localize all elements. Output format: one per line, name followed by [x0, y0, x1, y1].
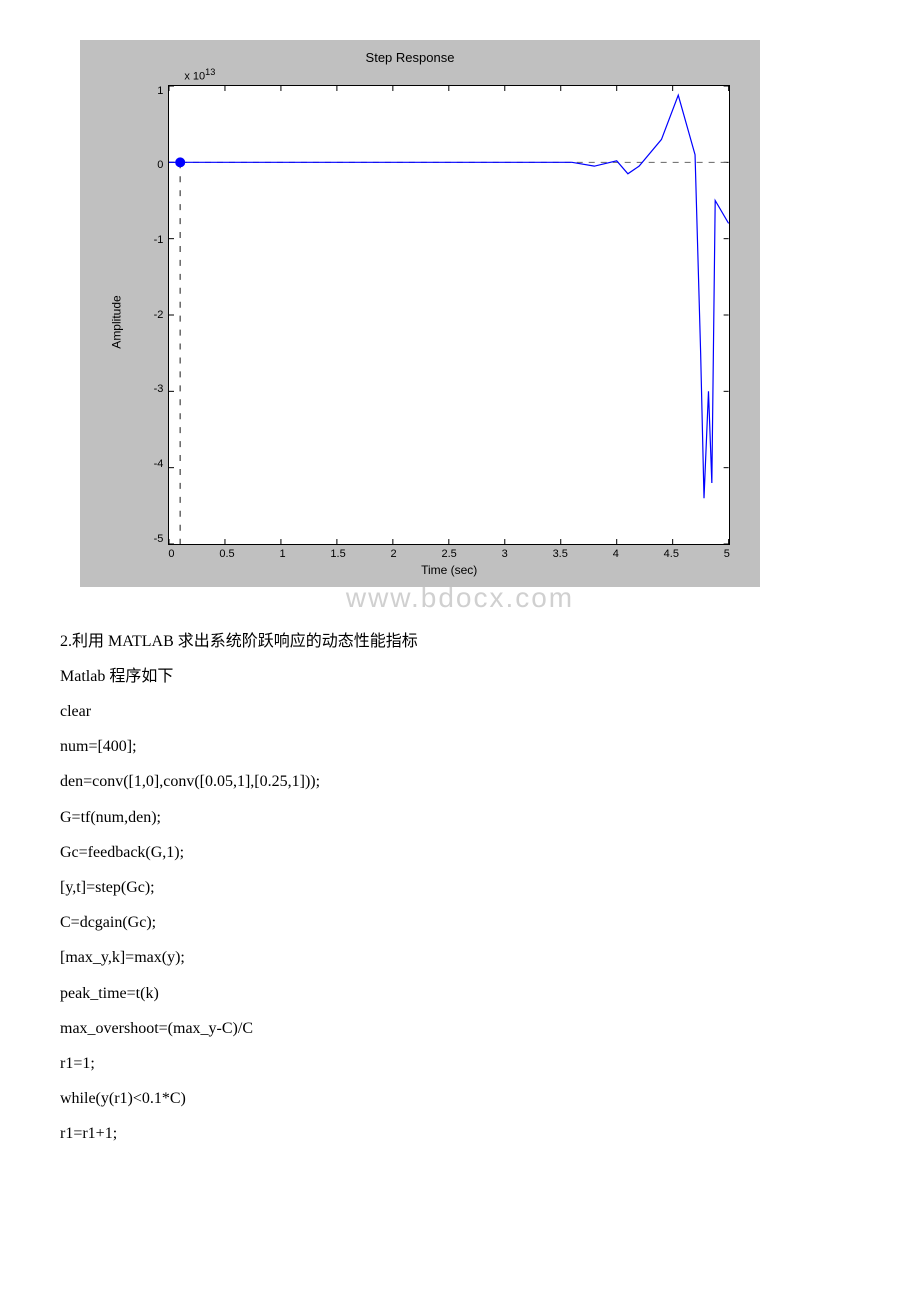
xtick: 5	[724, 548, 730, 560]
ylabel-wrap: Amplitude	[90, 67, 148, 577]
code-line: num=[400];	[60, 729, 860, 764]
code-line: peak_time=t(k)	[60, 976, 860, 1011]
xtick: 4	[613, 548, 619, 560]
xtick: 0.5	[219, 548, 234, 560]
ytick: -1	[148, 234, 163, 246]
step-response-chart: Step Response Amplitude x 1013 1 0 -1 -2…	[80, 40, 760, 587]
watermark: www.bdocx.com	[60, 582, 860, 614]
ytick: -5	[148, 533, 163, 545]
ytick: 1	[148, 85, 163, 97]
ylabel: Amplitude	[110, 295, 124, 348]
code-line: while(y(r1)<0.1*C)	[60, 1081, 860, 1116]
code-line: G=tf(num,den);	[60, 800, 860, 835]
ytick: -2	[148, 309, 163, 321]
xtick: 1.5	[330, 548, 345, 560]
code-line: C=dcgain(Gc);	[60, 905, 860, 940]
code-line: [max_y,k]=max(y);	[60, 940, 860, 975]
code-line: r1=1;	[60, 1046, 860, 1081]
plot-area: 1 0 -1 -2 -3 -4 -5	[148, 85, 730, 545]
chart-inner: Amplitude x 1013 1 0 -1 -2 -3 -4 -5	[90, 67, 730, 577]
xlabel: Time (sec)	[168, 563, 730, 577]
xtick: 3.5	[553, 548, 568, 560]
chart-svg	[168, 85, 730, 545]
code-line: den=conv([1,0],conv([0.05,1],[0.25,1]));	[60, 764, 860, 799]
xtick: 0	[168, 548, 174, 560]
text-line: Matlab 程序如下	[60, 659, 860, 694]
xtick: 2	[391, 548, 397, 560]
code-line: r1=r1+1;	[60, 1116, 860, 1151]
xtick: 3	[502, 548, 508, 560]
xtick: 2.5	[441, 548, 456, 560]
code-line: [y,t]=step(Gc);	[60, 870, 860, 905]
y-exponent: x 1013	[184, 67, 730, 83]
text-line: 2.利用 MATLAB 求出系统阶跃响应的动态性能指标	[60, 624, 860, 659]
xtick: 1	[279, 548, 285, 560]
yticks: 1 0 -1 -2 -3 -4 -5	[148, 85, 168, 545]
chart-title: Step Response	[90, 50, 730, 65]
ytick: -4	[148, 458, 163, 470]
ytick: 0	[148, 159, 163, 171]
document-text: 2.利用 MATLAB 求出系统阶跃响应的动态性能指标 Matlab 程序如下 …	[60, 624, 860, 1152]
xtick: 4.5	[664, 548, 679, 560]
ytick: -3	[148, 383, 163, 395]
code-line: Gc=feedback(G,1);	[60, 835, 860, 870]
code-line: max_overshoot=(max_y-C)/C	[60, 1011, 860, 1046]
xticks: 0 0.5 1 1.5 2 2.5 3 3.5 4 4.5 5	[168, 548, 730, 560]
code-line: clear	[60, 694, 860, 729]
plot-wrap: x 1013 1 0 -1 -2 -3 -4 -5 0 0.5	[148, 67, 730, 577]
